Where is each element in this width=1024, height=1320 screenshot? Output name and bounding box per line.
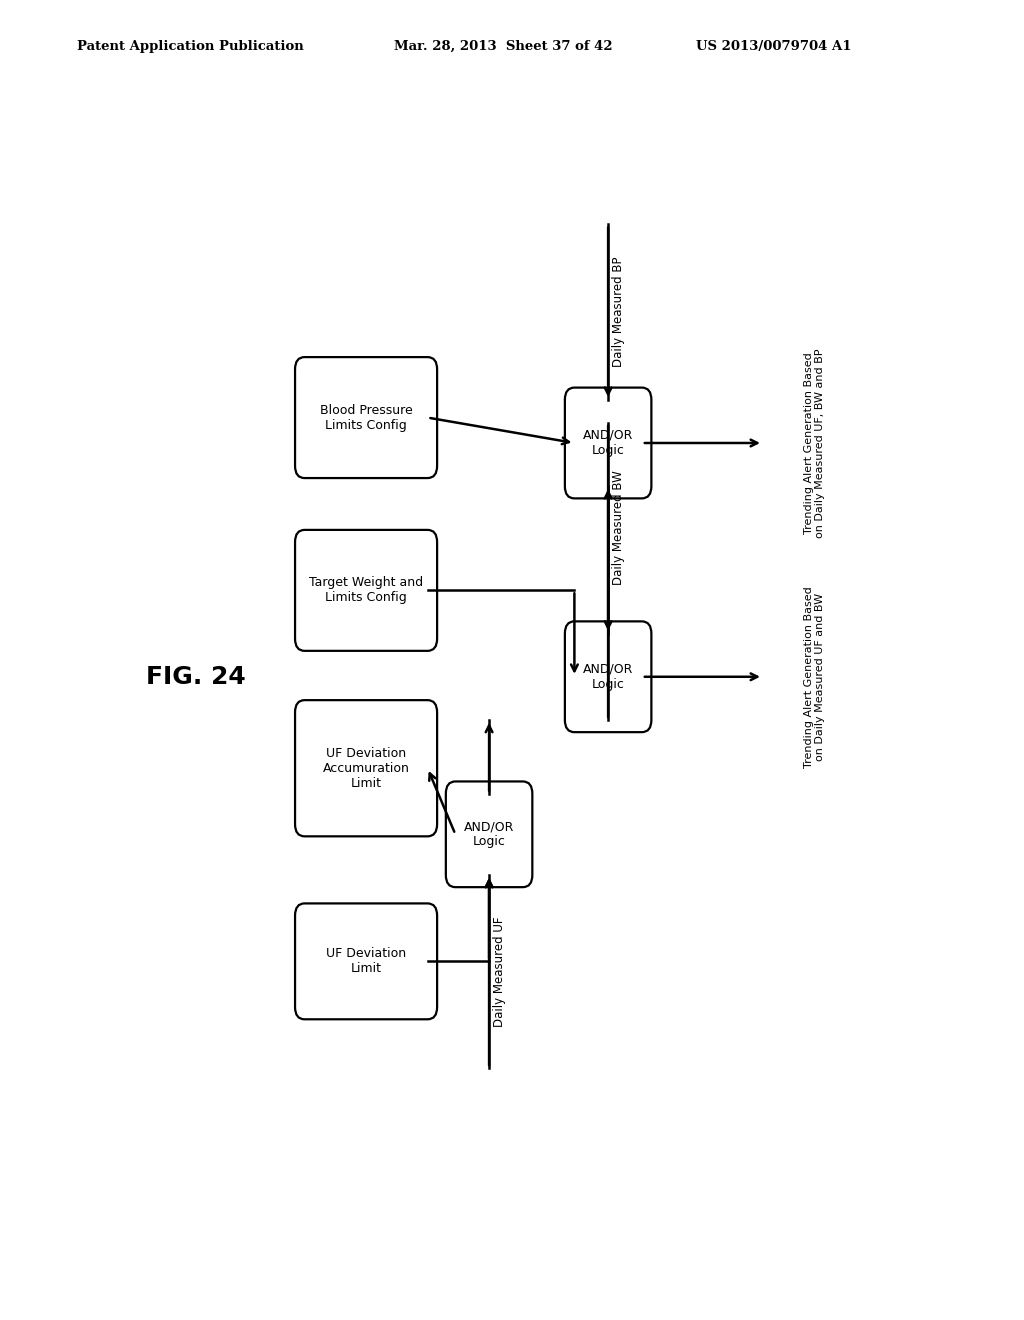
FancyBboxPatch shape xyxy=(295,700,437,837)
Text: Blood Pressure
Limits Config: Blood Pressure Limits Config xyxy=(319,404,413,432)
FancyBboxPatch shape xyxy=(295,358,437,478)
Text: US 2013/0079704 A1: US 2013/0079704 A1 xyxy=(696,40,852,53)
FancyBboxPatch shape xyxy=(565,388,651,499)
FancyBboxPatch shape xyxy=(295,903,437,1019)
Text: Trending Alert Generation Based
on Daily Measured UF, BW and BP: Trending Alert Generation Based on Daily… xyxy=(804,348,825,537)
Text: Trending Alert Generation Based
on Daily Measured UF and BW: Trending Alert Generation Based on Daily… xyxy=(804,586,825,768)
Text: Daily Measured BP: Daily Measured BP xyxy=(612,257,625,367)
FancyBboxPatch shape xyxy=(445,781,532,887)
FancyBboxPatch shape xyxy=(565,622,651,733)
Text: AND/OR
Logic: AND/OR Logic xyxy=(464,820,514,849)
Text: Mar. 28, 2013  Sheet 37 of 42: Mar. 28, 2013 Sheet 37 of 42 xyxy=(394,40,613,53)
Text: Patent Application Publication: Patent Application Publication xyxy=(77,40,303,53)
Text: UF Deviation
Limit: UF Deviation Limit xyxy=(326,948,407,975)
Text: Daily Measured UF: Daily Measured UF xyxy=(493,916,506,1027)
Text: Target Weight and
Limits Config: Target Weight and Limits Config xyxy=(309,577,423,605)
Text: AND/OR
Logic: AND/OR Logic xyxy=(583,663,633,690)
Text: UF Deviation
Accumuration
Limit: UF Deviation Accumuration Limit xyxy=(323,747,410,789)
Text: Daily Measured BW: Daily Measured BW xyxy=(612,471,625,586)
Text: FIG. 24: FIG. 24 xyxy=(145,665,246,689)
Text: AND/OR
Logic: AND/OR Logic xyxy=(583,429,633,457)
FancyBboxPatch shape xyxy=(295,529,437,651)
